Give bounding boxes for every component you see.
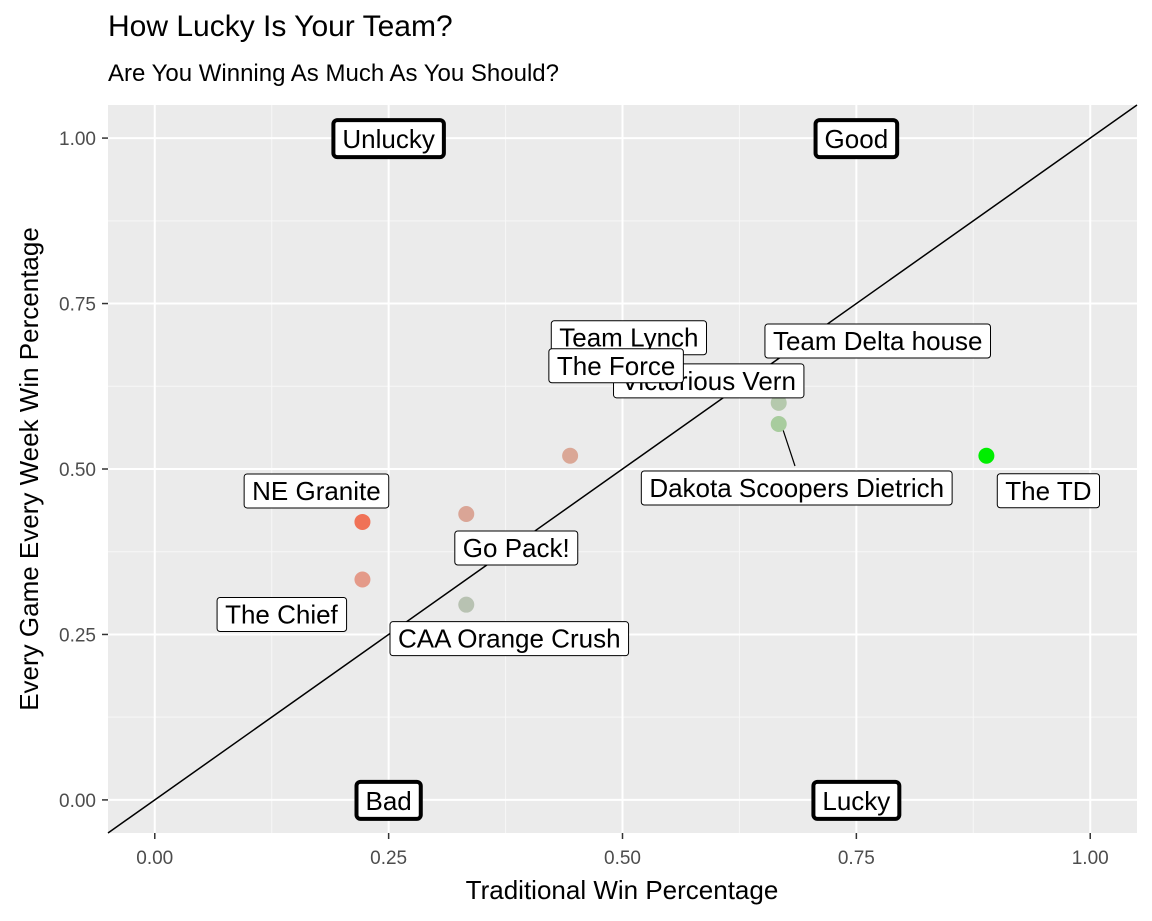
label-leader-lines: [782, 428, 796, 467]
data-point: [770, 415, 787, 432]
quadrant-label-box: [354, 779, 423, 821]
point-label-text: The Chief: [225, 600, 338, 630]
point-label: The Chief: [216, 597, 348, 633]
quadrant-label: Unlucky: [331, 118, 446, 160]
y-tick-label: 1.00: [59, 129, 96, 150]
data-point: [458, 596, 475, 613]
point-label-text: The TD: [1005, 476, 1091, 506]
y-tick-label: 0.00: [59, 791, 96, 812]
point-label-text: CAA Orange Crush: [398, 624, 621, 654]
point-label: Team Lynch: [550, 320, 707, 356]
y-axis-ticks: 0.00 0.25 0.50 0.75 1.00: [59, 129, 108, 812]
point-label: CAA Orange Crush: [389, 621, 630, 657]
point-label-box: [548, 348, 684, 384]
data-point: [354, 513, 371, 530]
quadrant-label-text: Lucky: [822, 786, 890, 816]
quadrant-label: Bad: [354, 779, 423, 821]
quadrant-label-text: Bad: [366, 786, 412, 816]
x-tick-label: 0.50: [604, 848, 641, 869]
point-label: NE Granite: [243, 473, 390, 509]
quadrant-label-box: [811, 779, 902, 821]
x-axis-title: Traditional Win Percentage: [466, 875, 779, 905]
y-tick-label: 0.50: [59, 460, 96, 481]
point-label-box: [216, 597, 348, 633]
x-tick-label: 0.25: [370, 848, 407, 869]
point-label-text: The Force: [557, 351, 676, 381]
point-label-box: [454, 530, 579, 566]
data-point: [562, 447, 579, 464]
point-label-text: Team Delta house: [773, 326, 983, 356]
point-label-text: NE Granite: [252, 476, 381, 506]
data-point: [458, 506, 475, 523]
point-label: Team Delta house: [764, 323, 992, 359]
y-axis-title: Every Game Every Week Win Percentage: [14, 227, 44, 711]
point-label: The TD: [996, 473, 1101, 509]
point-label-box: [996, 473, 1101, 509]
y-tick-label: 0.25: [59, 625, 96, 646]
label-leader-line: [782, 428, 796, 467]
point-label-box: [243, 473, 390, 509]
data-point: [978, 447, 995, 464]
point-label-text: Team Lynch: [559, 323, 698, 353]
chart-subtitle: Are You Winning As Much As You Should?: [108, 60, 559, 87]
chart-title: How Lucky Is Your Team?: [108, 10, 453, 43]
quadrant-label: Good: [813, 118, 900, 160]
point-label-box: [640, 470, 953, 506]
data-point: [770, 394, 787, 411]
x-tick-label: 1.00: [1072, 848, 1109, 869]
y-tick-label: 0.75: [59, 295, 96, 316]
data-point: [354, 571, 371, 588]
point-label: The Force: [548, 348, 684, 384]
quadrant-labels: Unlucky Good Bad Lucky: [331, 118, 902, 821]
point-label-box: [764, 323, 992, 359]
quadrant-label-box: [331, 118, 446, 160]
diagonal-reference-line: [107, 104, 1138, 834]
quadrant-label-text: Unlucky: [342, 124, 434, 154]
quadrant-label-box: [813, 118, 900, 160]
point-label-box: [389, 621, 630, 657]
quadrant-label: Lucky: [811, 779, 902, 821]
point-label: Dakota Scoopers Dietrich: [640, 470, 953, 506]
x-axis-ticks: 0.00 0.25 0.50 0.75 1.00: [136, 833, 1109, 869]
x-tick-label: 0.00: [136, 848, 173, 869]
point-label-text: Dakota Scoopers Dietrich: [649, 473, 944, 503]
point-label: Go Pack!: [454, 530, 579, 566]
x-tick-label: 0.75: [838, 848, 875, 869]
point-label-text: Go Pack!: [463, 533, 570, 563]
quadrant-label-text: Good: [825, 124, 889, 154]
